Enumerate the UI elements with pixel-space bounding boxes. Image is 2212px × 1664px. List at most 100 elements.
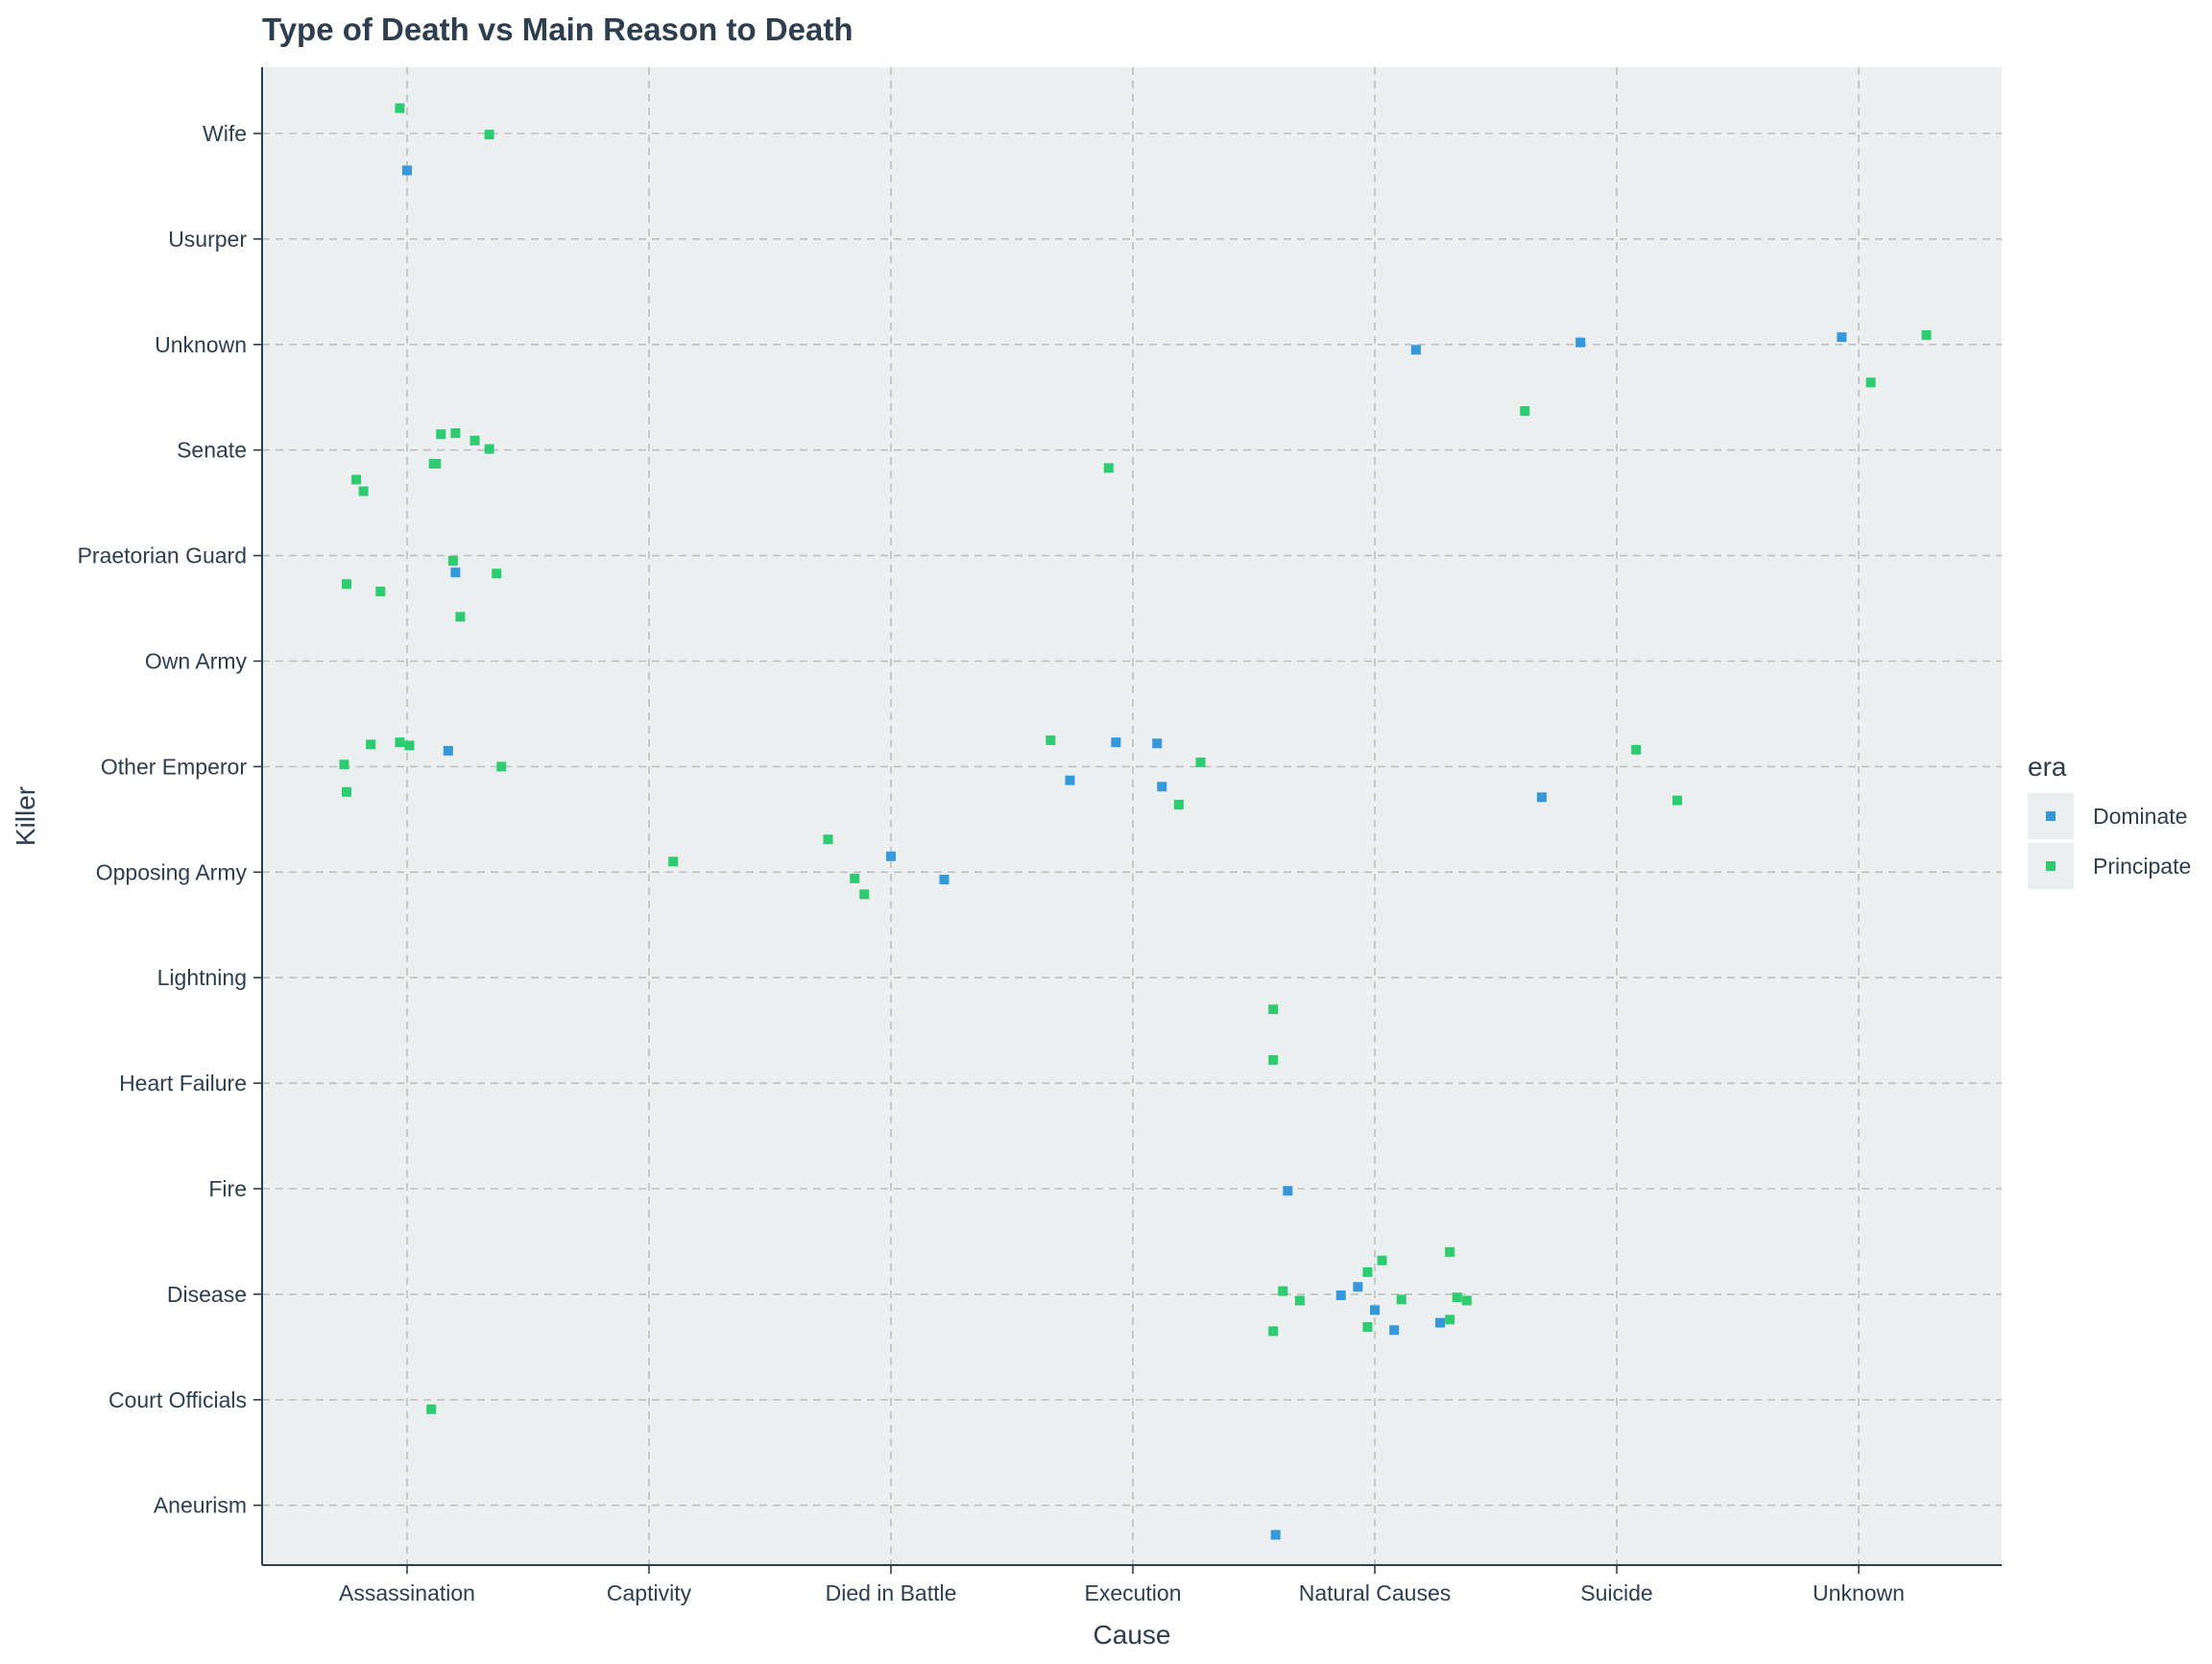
data-point: [342, 786, 351, 797]
legend: era Dominate Principate: [2028, 752, 2191, 889]
data-point: [859, 889, 870, 900]
data-point: [1270, 1530, 1281, 1540]
series-principate: [339, 103, 1932, 1414]
data-point: [1672, 795, 1682, 806]
legend-item-principate: Principate: [2028, 843, 2191, 889]
data-point: [484, 130, 494, 140]
data-point: [1410, 345, 1421, 355]
data-point: [1046, 735, 1056, 745]
data-point: [668, 856, 679, 867]
y-tick-label: Other Emperor: [101, 754, 247, 779]
data-point: [1631, 744, 1642, 755]
data-point: [1268, 1054, 1279, 1065]
data-point: [431, 458, 442, 469]
data-point: [436, 429, 446, 440]
data-point: [358, 486, 369, 496]
data-point: [1294, 1295, 1305, 1306]
data-point: [886, 851, 896, 861]
data-point: [1335, 1290, 1346, 1300]
y-tick-label: Wife: [203, 121, 247, 146]
x-tick-label: Natural Causes: [1299, 1580, 1452, 1605]
y-tick-label: Court Officials: [108, 1387, 247, 1412]
data-point: [450, 428, 461, 439]
data-point: [395, 737, 405, 748]
data-point: [443, 745, 453, 756]
x-tick-label: Assassination: [339, 1580, 475, 1605]
y-tick-label: Disease: [167, 1282, 247, 1307]
x-tick-label: Suicide: [1580, 1580, 1652, 1605]
data-point: [1152, 738, 1163, 749]
x-tick-label: Died in Battle: [826, 1580, 957, 1605]
data-point: [1111, 737, 1121, 748]
data-point: [447, 556, 458, 567]
data-point: [1353, 1282, 1363, 1292]
data-point: [469, 435, 480, 446]
data-point: [1268, 1326, 1279, 1337]
data-point: [342, 579, 351, 590]
y-axis-title: Killer: [11, 786, 40, 846]
data-point: [455, 612, 466, 622]
data-point: [351, 474, 362, 485]
data-point: [1396, 1294, 1407, 1305]
data-point: [1195, 758, 1206, 768]
data-point: [1445, 1314, 1455, 1325]
data-point: [1157, 782, 1167, 792]
data-point: [1536, 792, 1547, 803]
data-point: [1377, 1255, 1387, 1266]
data-point: [1520, 406, 1530, 417]
data-point: [395, 103, 405, 113]
y-tick-label: Heart Failure: [119, 1071, 247, 1096]
data-point: [1461, 1295, 1472, 1306]
data-point: [1452, 1292, 1462, 1303]
x-tick-label: Captivity: [607, 1580, 692, 1605]
data-point: [426, 1404, 437, 1414]
data-point: [850, 873, 860, 883]
y-tick-label: Fire: [208, 1176, 247, 1201]
x-tick-label: Execution: [1084, 1580, 1181, 1605]
data-point: [375, 586, 386, 596]
data-point: [496, 761, 507, 772]
data-point: [823, 834, 833, 845]
data-point: [1065, 775, 1075, 785]
data-point: [1268, 1004, 1279, 1015]
y-tick-label: Senate: [177, 438, 247, 463]
data-point: [1173, 799, 1184, 809]
legend-marker: [2046, 811, 2056, 821]
data-point: [1103, 463, 1114, 473]
data-point: [450, 567, 461, 578]
data-point: [1837, 332, 1847, 343]
y-tick-label: Opposing Army: [96, 859, 248, 884]
legend-label: Dominate: [2093, 804, 2187, 829]
y-tick-label: Lightning: [157, 965, 247, 990]
data-point: [1921, 329, 1932, 340]
y-tick-label: Usurper: [168, 227, 247, 252]
legend-items: Dominate Principate: [2028, 793, 2191, 889]
x-axis-title: Cause: [1094, 1620, 1171, 1650]
data-point: [1362, 1266, 1373, 1277]
data-point: [1370, 1305, 1380, 1315]
data-point: [404, 740, 415, 751]
legend-marker: [2046, 861, 2056, 871]
data-point: [1389, 1325, 1400, 1336]
chart-title: Type of Death vs Main Reason to Death: [262, 12, 854, 47]
axis-layer: Assassination Captivity Died in Battle Exec…: [78, 67, 2002, 1605]
data-point: [1283, 1186, 1293, 1196]
data-point: [484, 444, 494, 454]
plot-area: [262, 67, 2002, 1565]
data-point: [492, 568, 502, 579]
legend-label: Principate: [2093, 854, 2191, 879]
data-point: [366, 739, 376, 750]
data-point: [939, 874, 950, 884]
series-dominate: [402, 165, 1847, 1540]
data-point: [1575, 337, 1586, 348]
data-point: [1278, 1286, 1288, 1296]
points-layer: [339, 103, 1932, 1540]
grid-layer: [262, 67, 2002, 1565]
data-point: [1435, 1317, 1446, 1328]
y-tick-label: Unknown: [155, 332, 247, 357]
data-point: [1445, 1246, 1455, 1257]
data-point: [402, 165, 412, 176]
data-point: [339, 760, 349, 770]
